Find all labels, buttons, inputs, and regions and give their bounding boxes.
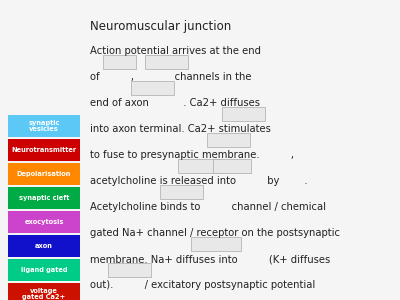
Text: synaptic cleft: synaptic cleft (19, 195, 69, 201)
Text: Neuromuscular junction: Neuromuscular junction (90, 20, 231, 33)
FancyBboxPatch shape (8, 211, 80, 233)
FancyBboxPatch shape (8, 139, 80, 161)
Text: Neurotransmitter: Neurotransmitter (12, 147, 76, 153)
Text: exocytosis: exocytosis (24, 219, 64, 225)
Text: Depolarisation: Depolarisation (17, 171, 71, 177)
FancyBboxPatch shape (8, 235, 80, 257)
Text: Action potential arrives at the end: Action potential arrives at the end (90, 46, 261, 56)
FancyBboxPatch shape (8, 115, 80, 137)
Text: out).          / excitatory postsynaptic potential: out). / excitatory postsynaptic potentia… (90, 280, 315, 290)
Text: Acetylcholine binds to          channel / chemical: Acetylcholine binds to channel / chemica… (90, 202, 326, 212)
FancyBboxPatch shape (8, 163, 80, 185)
Text: axon: axon (35, 243, 53, 249)
FancyBboxPatch shape (103, 55, 136, 69)
Text: end of axon           . Ca2+ diffuses: end of axon . Ca2+ diffuses (90, 98, 260, 108)
FancyBboxPatch shape (222, 107, 265, 121)
Text: voltage
gated Ca2+: voltage gated Ca2+ (22, 288, 66, 300)
FancyBboxPatch shape (131, 81, 174, 95)
Text: into axon terminal. Ca2+ stimulates: into axon terminal. Ca2+ stimulates (90, 124, 299, 134)
Text: synaptic
vesicles: synaptic vesicles (28, 120, 60, 132)
FancyBboxPatch shape (178, 159, 221, 173)
Text: to fuse to presynaptic membrane.          ,: to fuse to presynaptic membrane. , (90, 150, 294, 160)
FancyBboxPatch shape (145, 55, 188, 69)
FancyBboxPatch shape (108, 263, 151, 277)
Text: gated Na+ channel / receptor on the postsynaptic: gated Na+ channel / receptor on the post… (90, 228, 340, 238)
FancyBboxPatch shape (207, 133, 250, 147)
FancyBboxPatch shape (213, 159, 251, 173)
FancyBboxPatch shape (191, 237, 241, 251)
FancyBboxPatch shape (160, 185, 203, 199)
FancyBboxPatch shape (8, 283, 80, 300)
Text: acetylcholine is released into          by        .: acetylcholine is released into by . (90, 176, 308, 186)
FancyBboxPatch shape (8, 187, 80, 209)
FancyBboxPatch shape (8, 259, 80, 281)
Text: ligand gated: ligand gated (21, 267, 67, 273)
Text: of          ,             channels in the: of , channels in the (90, 72, 252, 82)
Text: membrane. Na+ diffuses into          (K+ diffuses: membrane. Na+ diffuses into (K+ diffuses (90, 254, 330, 264)
